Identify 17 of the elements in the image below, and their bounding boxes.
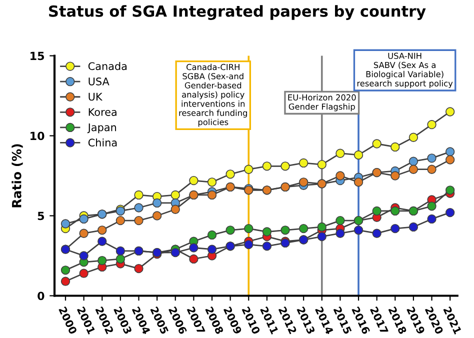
legend-label: China <box>88 138 117 147</box>
legend-label: UK <box>88 92 103 101</box>
legend-label: USA <box>88 77 110 86</box>
legend-label: Korea <box>88 108 116 116</box>
chart-title: Status of SGA Integrated papers by country <box>49 5 426 20</box>
legend-label: Canada <box>88 62 127 70</box>
x-tick-label: 2009 <box>223 306 242 335</box>
ref-line-label: USA-NIH SABV (Sex As a Biological Variable) research support policy <box>357 52 453 88</box>
ref-line-label: EU-Horizon 2020 Gender Flagship <box>288 94 356 112</box>
legend-label: Japan <box>87 124 116 134</box>
y-tick-label: 10 <box>30 132 44 140</box>
ref-line-label: Canada-CIRH SGBA (Sex-and Gender-based analysis) policy interventions in research funding policies <box>179 64 247 127</box>
y-axis-title: Ratio (%) <box>12 144 23 208</box>
y-tick-label: 15 <box>30 52 44 60</box>
y-tick-label: 0 <box>38 292 44 300</box>
y-tick-label: 5 <box>38 212 44 220</box>
x-tick-label: 2001 <box>76 306 96 335</box>
